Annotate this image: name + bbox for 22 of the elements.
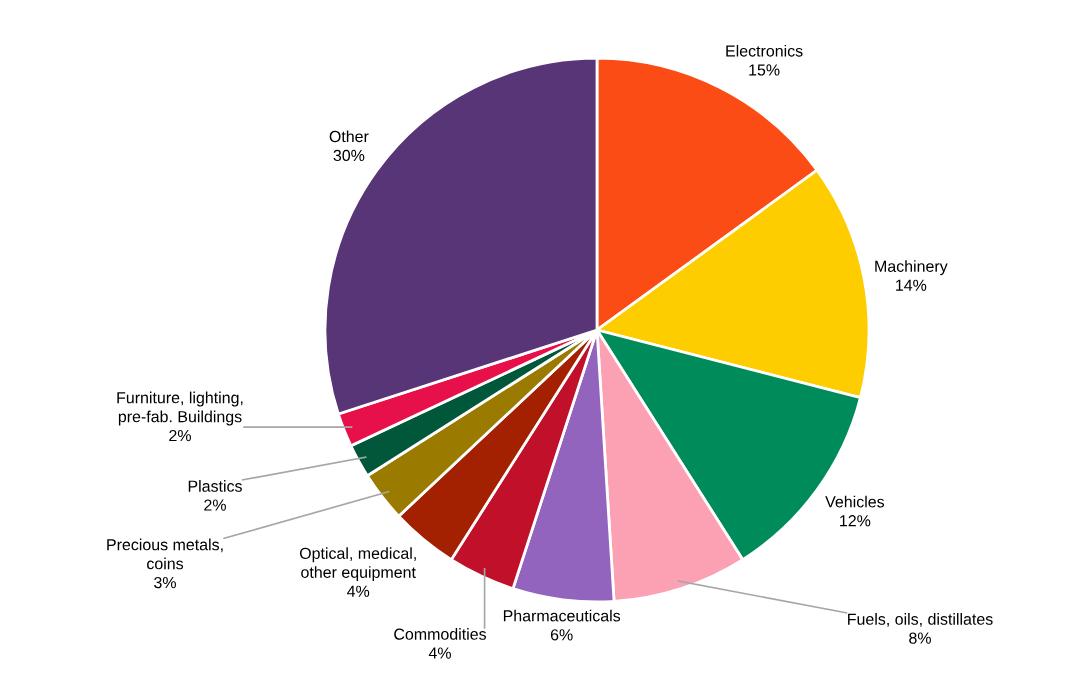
slice-label: Plastics (188, 480, 242, 492)
slice-label: Commodities (394, 628, 487, 640)
data-label: 15% (749, 64, 780, 76)
data-label: 8% (909, 632, 931, 644)
slice-label: Pharmaceuticals (503, 609, 621, 622)
slice-label: Other (329, 130, 369, 143)
slice-label: Machinery (875, 260, 948, 276)
data-label: 3% (154, 576, 176, 589)
slice-label: Fuels, oils, distillates (848, 613, 993, 627)
slice-label: Optical, medical, other equipment (299, 547, 416, 582)
data-label: 4% (428, 647, 451, 659)
data-label: 30% (333, 149, 365, 162)
data-label: 12% (840, 515, 871, 527)
slice-label: Vehicles (825, 495, 885, 508)
slice-label: Electronics (726, 44, 803, 57)
data-label: 2% (204, 499, 226, 511)
data-label: 4% (347, 585, 370, 597)
data-label: 14% (896, 279, 927, 291)
data-label: 2% (169, 429, 191, 442)
slice-label: Precious metals, coins (107, 538, 223, 570)
slice-label: Furniture, lighting, pre-fab. Buildings (117, 391, 243, 426)
data-label: 6% (550, 629, 573, 641)
